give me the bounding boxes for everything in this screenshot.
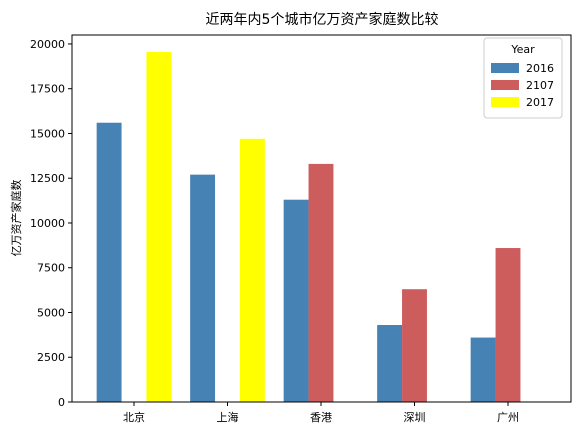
legend-label-2107: 2107 (526, 79, 554, 92)
bar-2107-4 (495, 248, 521, 402)
y-tick-label: 12500 (30, 172, 65, 185)
bar-2016-3 (377, 325, 403, 402)
x-tick-label: 深圳 (404, 411, 426, 424)
legend: Year 2016 2107 2017 (483, 37, 563, 119)
y-tick-label: 0 (58, 396, 65, 409)
bar-2017-1 (239, 138, 265, 402)
bar-2016-1 (190, 174, 216, 402)
y-axis-label: 亿万资产家庭数 (9, 180, 23, 257)
y-tick-label: 15000 (30, 127, 65, 140)
y-tick-label: 20000 (30, 38, 65, 51)
legend-label-2017: 2017 (526, 96, 554, 109)
bar-2016-0 (96, 122, 122, 402)
y-tick-label: 17500 (30, 83, 65, 96)
x-tick-label: 广州 (497, 411, 519, 424)
chart-title: 近两年内5个城市亿万资产家庭数比较 (206, 11, 439, 28)
legend-title: Year (510, 43, 535, 56)
legend-label-2016: 2016 (526, 62, 554, 75)
x-tick-label: 北京 (123, 410, 145, 424)
y-tick-label: 10000 (30, 217, 65, 230)
legend-swatch-2017 (491, 97, 519, 107)
x-tick-label: 上海 (217, 410, 239, 424)
bar-2107-2 (308, 163, 334, 402)
bar-2016-2 (283, 199, 309, 402)
y-tick-label: 2500 (37, 351, 65, 364)
bar-2107-3 (402, 289, 427, 402)
legend-swatch-2016 (491, 63, 519, 73)
y-tick-label: 5000 (37, 306, 65, 319)
plot-area (96, 52, 521, 402)
x-tick-label: 香港 (310, 411, 332, 424)
bar-2016-4 (470, 337, 496, 402)
legend-swatch-2107 (491, 80, 519, 90)
y-tick-label: 7500 (37, 262, 65, 275)
bar-2017-0 (146, 52, 172, 402)
axes: 0 2500 5000 7500 10000 12500 15000 17500 20000 北京… (30, 34, 572, 424)
